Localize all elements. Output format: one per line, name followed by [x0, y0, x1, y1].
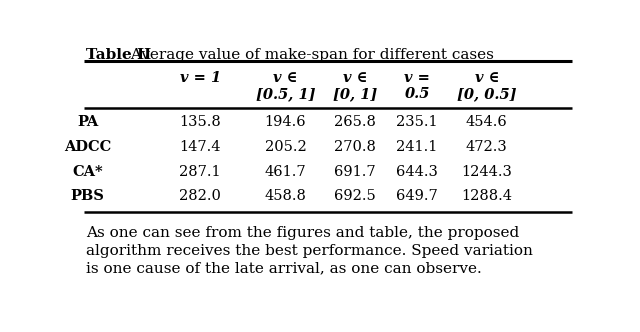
- Text: Average value of make-span for different cases: Average value of make-span for different…: [127, 47, 494, 61]
- Text: 135.8: 135.8: [179, 115, 221, 129]
- Text: v ∈: v ∈: [475, 71, 499, 85]
- Text: 691.7: 691.7: [334, 165, 376, 179]
- Text: v ∈: v ∈: [343, 71, 367, 85]
- Text: 1288.4: 1288.4: [461, 189, 513, 203]
- Text: ADCC: ADCC: [64, 140, 111, 154]
- Text: 0.5: 0.5: [404, 87, 430, 101]
- Text: PA: PA: [77, 115, 99, 129]
- Text: [0.5, 1]: [0.5, 1]: [255, 87, 315, 101]
- Text: 454.6: 454.6: [466, 115, 508, 129]
- Text: 147.4: 147.4: [179, 140, 221, 154]
- Text: 692.5: 692.5: [334, 189, 376, 203]
- Text: [0, 1]: [0, 1]: [333, 87, 377, 101]
- Text: CA*: CA*: [72, 165, 103, 179]
- Text: v ∈: v ∈: [273, 71, 298, 85]
- Text: v = 1: v = 1: [180, 71, 221, 85]
- Text: 472.3: 472.3: [466, 140, 508, 154]
- Text: As one can see from the figures and table, the proposed: As one can see from the figures and tabl…: [86, 226, 520, 240]
- Text: algorithm receives the best performance. Speed variation: algorithm receives the best performance.…: [86, 244, 533, 258]
- Text: 1244.3: 1244.3: [461, 165, 512, 179]
- Text: PBS: PBS: [71, 189, 105, 203]
- Text: 461.7: 461.7: [264, 165, 306, 179]
- Text: 649.7: 649.7: [396, 189, 438, 203]
- Text: 235.1: 235.1: [396, 115, 438, 129]
- Text: 241.1: 241.1: [396, 140, 438, 154]
- Text: 458.8: 458.8: [264, 189, 307, 203]
- Text: Table II: Table II: [86, 47, 152, 61]
- Text: v =: v =: [404, 71, 430, 85]
- Text: [0, 0.5]: [0, 0.5]: [457, 87, 516, 101]
- Text: 205.2: 205.2: [264, 140, 307, 154]
- Text: 282.0: 282.0: [179, 189, 221, 203]
- Text: 265.8: 265.8: [334, 115, 376, 129]
- Text: is one cause of the late arrival, as one can observe.: is one cause of the late arrival, as one…: [86, 262, 482, 276]
- Text: 287.1: 287.1: [179, 165, 221, 179]
- Text: 194.6: 194.6: [264, 115, 306, 129]
- Text: 644.3: 644.3: [396, 165, 438, 179]
- Text: 270.8: 270.8: [334, 140, 376, 154]
